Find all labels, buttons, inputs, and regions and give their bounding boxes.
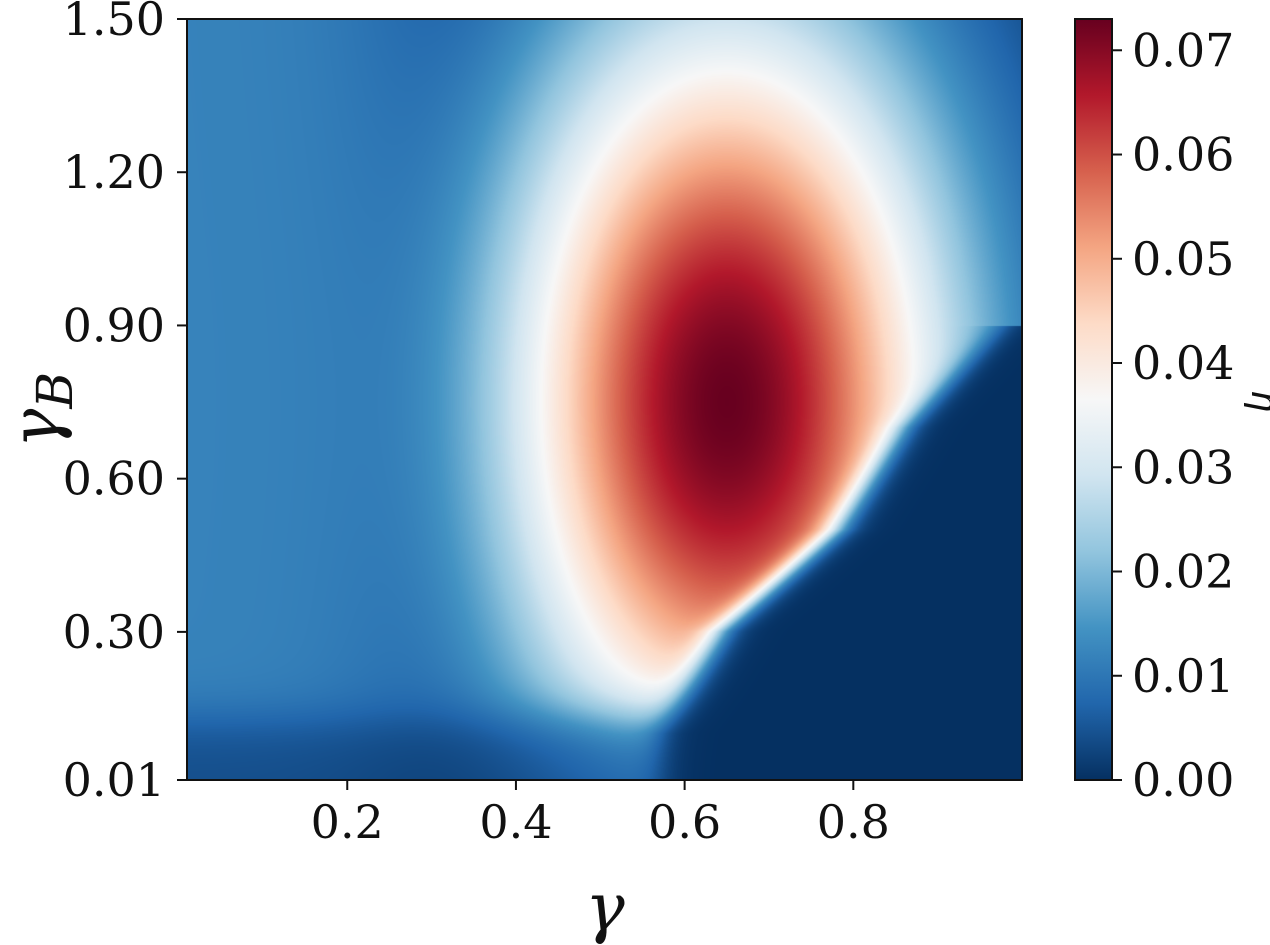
x-tick-label: 0.8 — [817, 795, 890, 849]
y-tick-label: 0.01 — [63, 753, 165, 807]
colorbar-tick-label: 0.02 — [1132, 545, 1234, 599]
colorbar-tick-label: 0.00 — [1132, 753, 1234, 807]
x-axis-title: γ — [585, 869, 625, 945]
y-tick-label: 1.20 — [63, 145, 165, 199]
colorbar-tick-label: 0.03 — [1132, 440, 1234, 494]
y-tick-label: 1.50 — [63, 0, 165, 46]
colorbar — [1075, 19, 1112, 780]
colorbar-tick-label: 0.05 — [1132, 232, 1234, 286]
y-axis-title: γB — [0, 372, 84, 448]
heatmap-plot-area — [187, 19, 1022, 780]
y-axis-title-subscript: B — [26, 372, 84, 410]
y-axis-title-main: γ — [0, 408, 74, 448]
y-tick-label: 0.30 — [63, 605, 165, 659]
colorbar-tick-label: 0.04 — [1132, 336, 1234, 390]
x-tick-label: 0.6 — [648, 795, 721, 849]
colorbar-ticks: 0.00 0.01 0.02 0.03 0.04 0.05 0.06 0.07 — [1112, 23, 1234, 807]
colorbar-tick-label: 0.01 — [1132, 649, 1234, 703]
x-tick-label: 0.4 — [479, 795, 552, 849]
colorbar-tick-label: 0.07 — [1132, 23, 1234, 77]
x-tick-label: 0.2 — [311, 795, 384, 849]
y-tick-label: 0.90 — [63, 298, 165, 352]
svg-text:γB: γB — [0, 372, 84, 448]
colorbar-frame — [1074, 18, 1113, 781]
colorbar-label: η — [1243, 389, 1270, 412]
heatmap-image — [187, 19, 1022, 780]
y-tick-label: 0.60 — [63, 452, 165, 506]
x-axis-ticks: 0.2 0.4 0.6 0.8 — [311, 780, 890, 849]
colorbar-tick-label: 0.06 — [1132, 128, 1234, 182]
y-axis-ticks: 0.01 0.30 0.60 0.90 1.20 1.50 — [63, 0, 187, 807]
plot-frame — [186, 18, 1023, 781]
